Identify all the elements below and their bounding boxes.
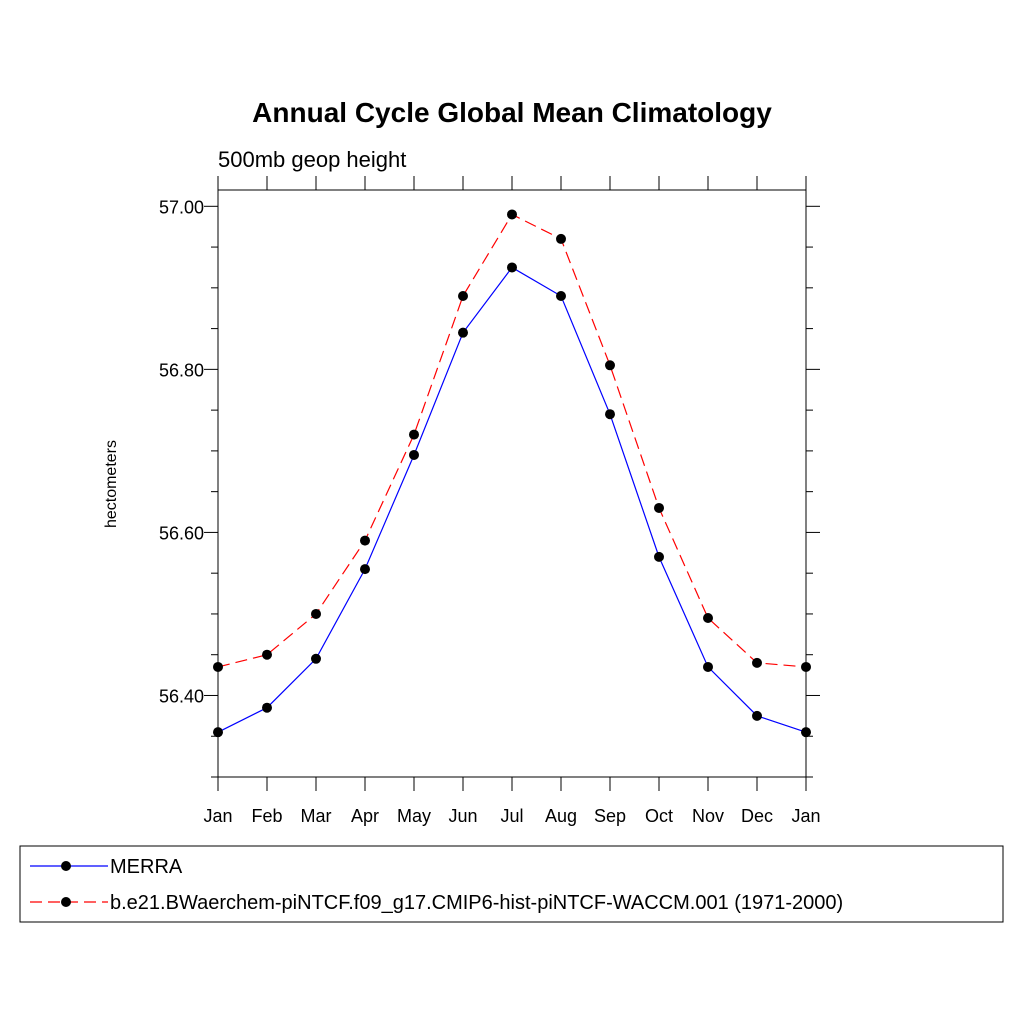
data-point [801,661,811,672]
data-point [605,360,615,371]
data-point [752,657,762,668]
chart-title: Annual Cycle Global Mean Climatology [252,97,772,128]
data-point [409,449,419,460]
plot-border [217,189,807,778]
data-point [311,608,321,619]
data-point [262,702,272,713]
data-point [752,710,762,721]
x-tick-label: Sep [594,806,626,826]
x-axis-ticks: Jan Feb Mar Apr May Jun Jul Aug Sep Oct Nov Dec Jan [203,176,821,826]
data-point [703,661,713,672]
y-tick-label: 56.60 [159,523,204,543]
series-line [217,213,807,668]
y-axis-label: hectometers [103,440,120,528]
x-tick-label: Jan [203,806,232,826]
y-axis-ticks: 56.40 56.60 56.80 57.00 [159,197,820,778]
chart-subtitle: 500mb geop height [218,147,406,172]
series-line [217,266,807,733]
data-point [507,209,517,220]
x-tick-label: Oct [645,806,673,826]
x-tick-label: Aug [545,806,577,826]
data-point [213,727,223,738]
x-tick-label: Feb [251,806,282,826]
x-tick-label: Jan [791,806,820,826]
legend-entry: b.e21.BWaerchem-piNTCF.f09_g17.CMIP6-his… [110,892,843,914]
data-point [409,429,419,440]
data-point [654,502,664,513]
data-point [458,327,468,338]
series-2 [213,209,811,672]
y-tick-label: 56.80 [159,360,204,380]
x-tick-label: Nov [692,806,724,826]
x-tick-label: May [397,806,431,826]
y-tick-label: 56.40 [159,686,204,706]
plot-frame [217,189,807,778]
data-point [507,262,517,273]
data-point [213,661,223,672]
y-tick-label: 57.00 [159,197,204,217]
x-tick-label: Jun [448,806,477,826]
data-point [801,727,811,738]
data-point [605,409,615,420]
data-point [360,535,370,546]
data-point [556,233,566,244]
series-1 [213,262,811,738]
x-tick-label: Dec [741,806,773,826]
legend: MERRA b.e21.BWaerchem-piNTCF.f09_g17.CMIP… [19,845,1004,923]
x-tick-label: Apr [351,806,379,826]
data-point [556,290,566,301]
legend-marker [61,861,71,871]
x-tick-label: Jul [500,806,523,826]
legend-entry: MERRA [110,856,183,878]
x-tick-label: Mar [301,806,332,826]
data-point [311,653,321,664]
data-point [654,551,664,562]
data-point [262,649,272,660]
legend-marker [61,897,71,907]
series-layer [213,209,811,738]
legend-box [19,845,1004,923]
data-point [703,613,713,624]
data-point [458,290,468,301]
data-point [360,564,370,575]
